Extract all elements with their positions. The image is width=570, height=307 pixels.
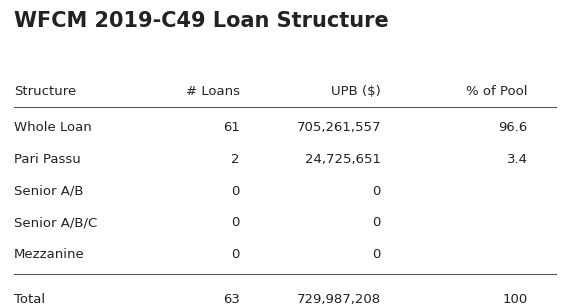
Text: 61: 61 (223, 121, 240, 134)
Text: 2: 2 (231, 153, 240, 166)
Text: 24,725,651: 24,725,651 (305, 153, 381, 166)
Text: Whole Loan: Whole Loan (14, 121, 92, 134)
Text: 0: 0 (373, 216, 381, 229)
Text: 705,261,557: 705,261,557 (296, 121, 381, 134)
Text: 0: 0 (373, 248, 381, 261)
Text: 0: 0 (373, 185, 381, 198)
Text: WFCM 2019-C49 Loan Structure: WFCM 2019-C49 Loan Structure (14, 11, 389, 31)
Text: 3.4: 3.4 (507, 153, 528, 166)
Text: Senior A/B: Senior A/B (14, 185, 84, 198)
Text: 96.6: 96.6 (498, 121, 528, 134)
Text: # Loans: # Loans (186, 85, 240, 99)
Text: Total: Total (14, 293, 45, 306)
Text: 63: 63 (223, 293, 240, 306)
Text: 729,987,208: 729,987,208 (297, 293, 381, 306)
Text: Senior A/B/C: Senior A/B/C (14, 216, 97, 229)
Text: Structure: Structure (14, 85, 76, 99)
Text: 100: 100 (503, 293, 528, 306)
Text: % of Pool: % of Pool (466, 85, 528, 99)
Text: 0: 0 (231, 216, 240, 229)
Text: Mezzanine: Mezzanine (14, 248, 85, 261)
Text: 0: 0 (231, 185, 240, 198)
Text: Pari Passu: Pari Passu (14, 153, 81, 166)
Text: 0: 0 (231, 248, 240, 261)
Text: UPB ($): UPB ($) (331, 85, 381, 99)
